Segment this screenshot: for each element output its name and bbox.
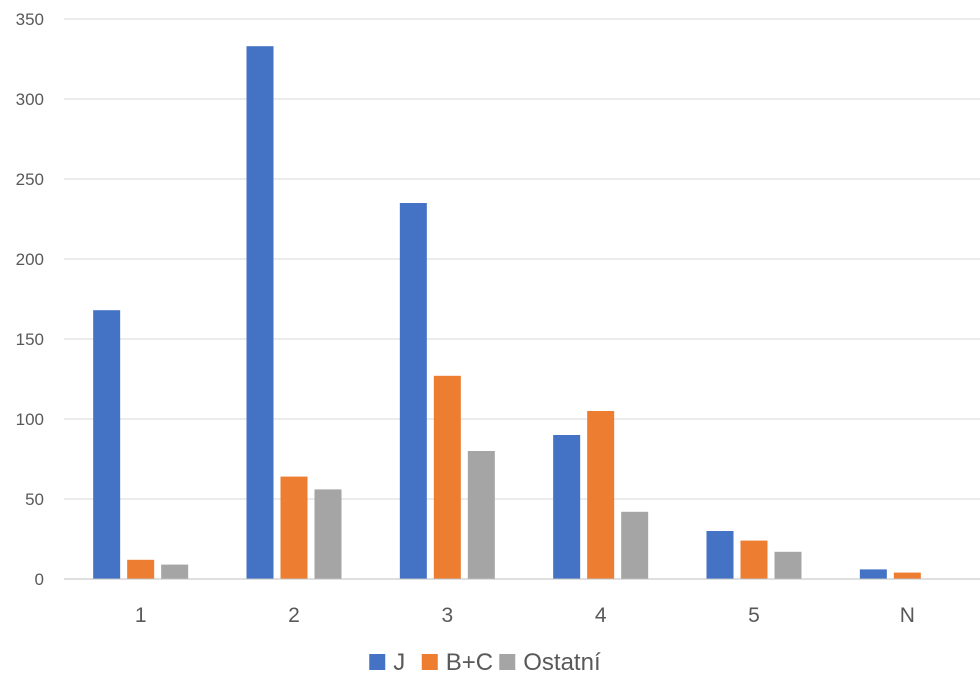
- legend: J B+C Ostatní: [369, 649, 601, 676]
- bar-bc-3: [433, 375, 461, 579]
- bar-ostatn-3: [467, 451, 495, 579]
- legend-swatch-bc: [421, 654, 438, 670]
- x-axis-category-labels: 1 2 3 4 5 N: [135, 604, 915, 627]
- bar-j-5: [706, 531, 734, 579]
- y-tick-label: 0: [35, 570, 44, 589]
- bars: [93, 46, 921, 579]
- y-tick-label: 300: [16, 90, 44, 109]
- x-category-label: 1: [135, 604, 147, 627]
- y-tick-label: 250: [16, 170, 44, 189]
- y-tick-label: 200: [16, 250, 44, 269]
- gridlines: [64, 18, 980, 500]
- bar-ostatn-1: [161, 564, 189, 579]
- bar-bc-5: [740, 540, 768, 579]
- bar-j-3: [399, 203, 427, 579]
- bar-ostatn-2: [314, 489, 342, 579]
- bar-j-2: [246, 46, 274, 579]
- legend-swatch-ostatn: [499, 654, 516, 670]
- legend-label: B+C: [446, 649, 493, 676]
- bar-bc-2: [280, 476, 308, 579]
- bar-bc-n: [893, 572, 921, 579]
- y-tick-label: 150: [16, 330, 44, 349]
- y-tick-label: 100: [16, 410, 44, 429]
- y-tick-label: 350: [16, 10, 44, 29]
- bar-bc-1: [127, 559, 155, 579]
- x-category-label: 2: [288, 604, 300, 627]
- legend-swatch-j: [369, 654, 386, 670]
- bar-bc-4: [587, 411, 615, 579]
- bar-ostatn-4: [621, 511, 649, 579]
- bar-ostatn-5: [774, 551, 802, 579]
- x-category-label: N: [900, 604, 915, 627]
- y-tick-label: 50: [25, 490, 44, 509]
- bar-j-4: [553, 435, 581, 579]
- legend-label: J: [393, 649, 405, 676]
- x-category-label: 5: [748, 604, 760, 627]
- x-category-label: 3: [441, 604, 453, 627]
- bar-j-n: [859, 569, 887, 579]
- x-category-label: 4: [595, 604, 607, 627]
- bar-j-1: [93, 310, 121, 579]
- y-axis-tick-labels: 0 50 100 150 200 250 300 350: [16, 10, 44, 589]
- legend-label: Ostatní: [523, 649, 601, 676]
